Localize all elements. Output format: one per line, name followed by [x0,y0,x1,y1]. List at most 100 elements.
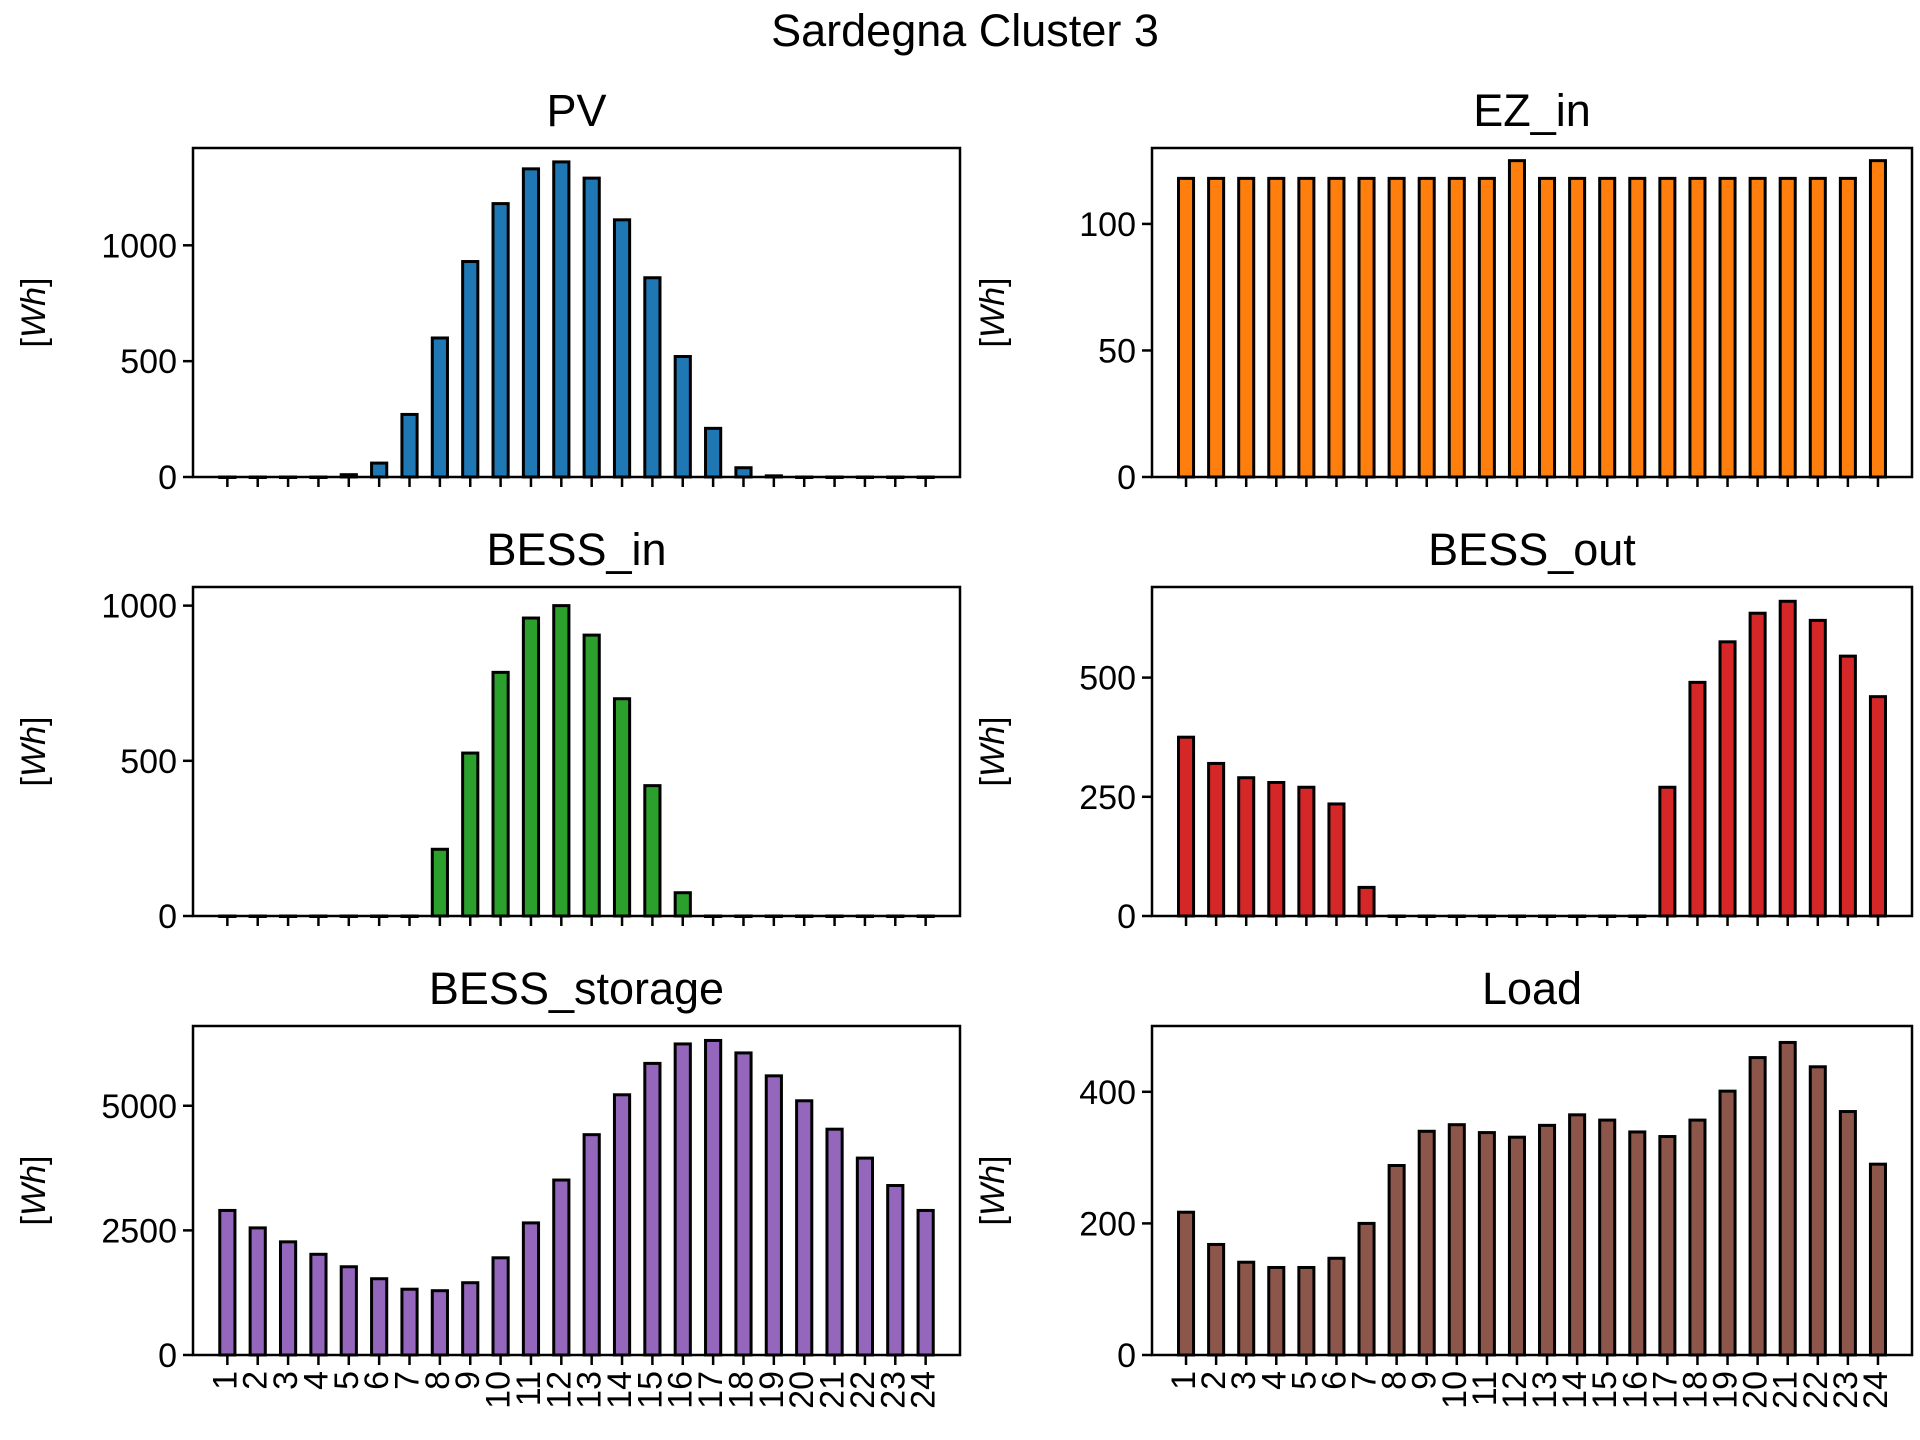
x-tick-label-17: 17 [692,1371,730,1409]
x-tick-label-2: 2 [1195,1371,1233,1390]
bar-1 [1177,1210,1196,1357]
bar-2 [248,1226,267,1357]
x-tick-label-14: 14 [601,1371,639,1409]
bar-17 [704,1038,723,1357]
x-tick-label-23: 23 [874,1371,912,1409]
x-tick-label-5: 5 [1285,1371,1323,1390]
y-tick-label: 250 [1079,779,1136,817]
x-tick-label-24: 24 [905,1371,943,1409]
bar-21 [1778,1040,1797,1357]
bar-23 [1838,1110,1857,1357]
bar-22 [855,1156,875,1357]
x-tick-label-11: 11 [510,1371,548,1406]
x-tick-label-19: 19 [753,1371,791,1409]
bar-12 [552,1178,571,1357]
x-tick-label-10: 10 [480,1371,518,1409]
bar-10 [491,1256,510,1357]
y-tick-label: 5000 [101,1088,177,1126]
x-tick-label-15: 15 [631,1371,669,1409]
bar-19 [1718,176,1737,479]
x-tick-label-5: 5 [328,1371,366,1390]
bar-5 [1297,785,1316,918]
y-axis-label: [Wh] [15,1156,53,1226]
chart-panel-6: Load0200400[Wh]1234567891011121314151617… [974,963,1914,1409]
bar-10 [1447,176,1466,479]
bar-15 [643,1061,662,1357]
bar-10 [491,670,510,918]
x-tick-label-13: 13 [571,1371,609,1409]
bar-15 [643,276,662,479]
bar-14 [612,218,632,479]
bar-16 [1628,176,1647,479]
y-tick-label: 0 [158,1337,177,1375]
x-tick-label-20: 20 [783,1371,821,1409]
chart-panel-1: PV 0 500 1000 [Wh] [15,85,962,497]
bar-17 [1658,785,1677,918]
y-axis-label-unit: Wh [15,726,53,777]
figure-title: Sardegna Cluster 3 [771,5,1159,56]
bar-21 [1778,599,1797,918]
x-tick-label-11: 11 [1466,1371,1504,1406]
bar-2 [1207,761,1226,918]
bar-18 [1688,176,1707,479]
y-tick-label: 2500 [101,1212,177,1250]
bar-13 [582,1133,601,1357]
axes-frame [1150,1024,1914,1357]
y-tick-label: 50 [1098,332,1136,370]
x-tick-label-17: 17 [1646,1371,1684,1409]
bar-16 [673,355,692,479]
x-tick-label-12: 12 [1496,1371,1534,1409]
y-tick-label: 0 [1117,459,1136,497]
y-tick-label: 500 [120,343,177,381]
y-axis-label-open: [ [974,776,1012,786]
bar-16 [1628,1130,1647,1357]
bar-12 [552,604,571,918]
x-tick-label-21: 21 [814,1371,852,1409]
y-tick-label: 0 [1117,1337,1136,1375]
bar-5 [1297,176,1316,479]
y-axis-label: [Wh] [974,717,1012,787]
x-tick-label-10: 10 [1436,1371,1474,1409]
bar-5 [1297,1265,1316,1357]
bar-20 [795,1099,814,1357]
bar-10 [1447,1123,1466,1357]
bar-17 [704,426,723,479]
bar-11 [1477,1131,1496,1357]
y-axis-label-unit: Wh [15,287,53,338]
bar-18 [1688,680,1707,918]
x-tick-label-22: 22 [844,1371,882,1409]
x-tick-label-22: 22 [1797,1371,1835,1409]
bar-22 [1808,618,1827,918]
bar-20 [1748,611,1767,918]
bar-1 [1177,176,1196,479]
bar-19 [764,1074,783,1357]
y-axis-label-close: ] [974,717,1012,726]
x-tick-label-8: 8 [1376,1371,1414,1390]
x-tick-label-6: 6 [358,1371,396,1390]
bar-7 [400,412,419,479]
x-tick-label-2: 2 [237,1371,275,1390]
bar-7 [1357,1221,1376,1357]
bar-3 [1237,1260,1256,1357]
axes-frame [1150,585,1914,918]
bar-24 [1868,159,1887,479]
bar-5 [339,1265,358,1357]
axes-frame [1150,146,1914,479]
y-tick-label: 0 [1117,898,1136,936]
y-tick-label: 400 [1079,1074,1136,1112]
bar-11 [1477,176,1496,479]
bar-6 [370,1277,389,1357]
bar-16 [673,1042,692,1357]
bar-19 [1718,1089,1737,1357]
x-tick-label-4: 4 [297,1371,335,1390]
x-tick-label-3: 3 [1225,1371,1263,1390]
chart-panel-2: EZ_in 0 50 100 [Wh] [974,85,1914,497]
y-axis-label-unit: Wh [974,1165,1012,1216]
y-axis-label-close: ] [15,278,53,287]
y-axis-label-unit: Wh [974,726,1012,777]
bar-4 [1267,176,1286,479]
bar-9 [1417,176,1436,479]
y-tick-label: 0 [158,459,177,497]
bar-15 [643,784,662,918]
